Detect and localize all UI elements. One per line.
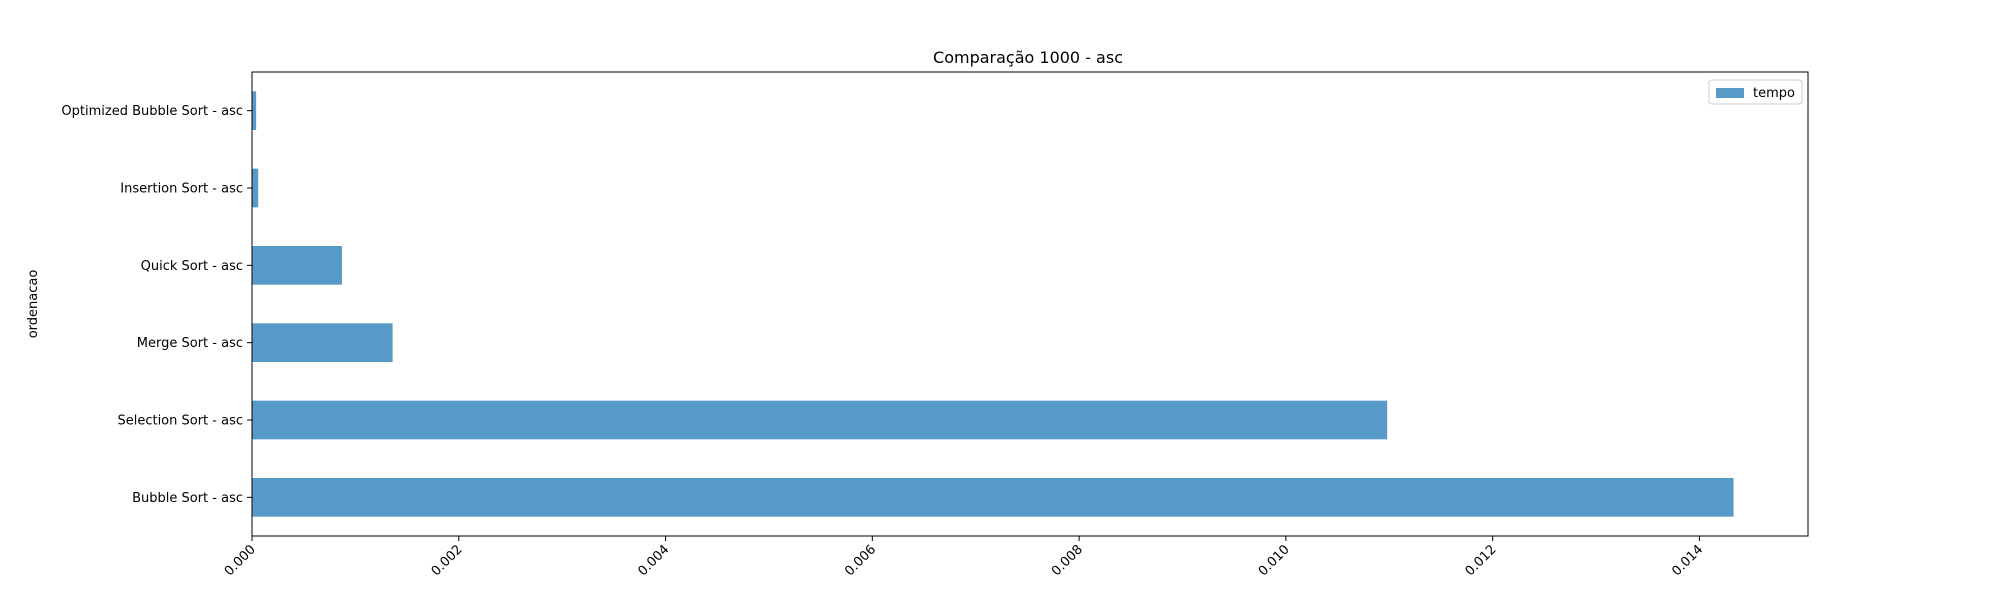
chart-title: Comparação 1000 - asc — [933, 48, 1123, 67]
x-tick-label: 0.014 — [1669, 542, 1706, 579]
y-tick-label: Insertion Sort - asc — [120, 182, 243, 197]
bar — [252, 246, 342, 285]
x-tick-label: 0.006 — [842, 542, 879, 579]
y-axis-label: ordenacao — [26, 270, 41, 339]
y-ticks: Optimized Bubble Sort - asc Insertion Sor… — [61, 104, 252, 506]
bar — [252, 91, 257, 130]
x-ticks: 0.000 0.002 0.004 0.006 0.008 0.010 0.012 0.014 — [222, 536, 1706, 579]
bar — [252, 168, 259, 208]
bars-layer — [252, 91, 1734, 517]
y-tick-label: Bubble Sort - asc — [132, 491, 243, 506]
bar — [252, 400, 1388, 440]
x-tick-label: 0.002 — [429, 542, 466, 579]
y-tick-label: Quick Sort - asc — [141, 259, 243, 274]
bar — [252, 323, 393, 362]
x-tick-label: 0.000 — [222, 542, 259, 579]
legend: tempo — [1708, 79, 1803, 105]
legend-label: tempo — [1753, 86, 1795, 101]
x-tick-label: 0.012 — [1463, 542, 1500, 579]
plot-frame — [251, 71, 1809, 537]
x-tick-label: 0.004 — [635, 542, 672, 579]
y-tick-label: Selection Sort - asc — [117, 414, 243, 429]
bar — [252, 478, 1734, 517]
y-tick-label: Merge Sort - asc — [137, 336, 243, 351]
x-tick-label: 0.008 — [1049, 542, 1086, 579]
y-tick-label: Optimized Bubble Sort - asc — [61, 104, 243, 119]
legend-swatch — [1716, 88, 1744, 98]
x-tick-label: 0.010 — [1256, 542, 1293, 579]
